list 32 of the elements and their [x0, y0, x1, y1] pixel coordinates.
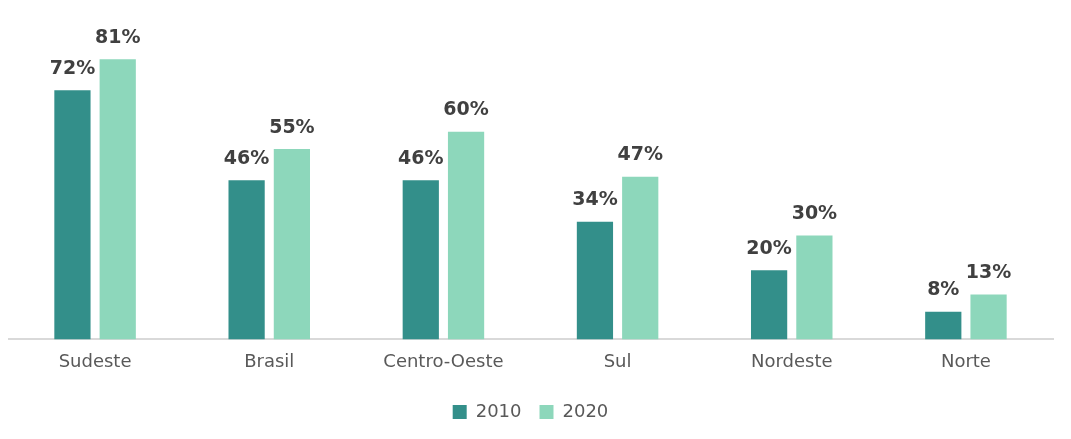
data-label: 46% — [398, 145, 444, 168]
legend-label: 2020 — [562, 399, 609, 421]
data-label: 72% — [49, 55, 96, 78]
bar — [576, 221, 614, 340]
x-tick-label: Centro-Oeste — [383, 349, 504, 371]
bar — [402, 180, 439, 340]
bar — [54, 90, 91, 340]
data-label: 34% — [572, 187, 618, 210]
bar — [970, 294, 1007, 340]
x-tick-label: Norte — [940, 349, 991, 371]
bar — [99, 59, 136, 340]
data-label: 81% — [94, 24, 141, 47]
x-tick-label: Brasil — [244, 349, 295, 371]
bar — [925, 311, 962, 340]
bar — [447, 131, 485, 340]
data-label: 20% — [746, 235, 792, 258]
x-tick-label: Sudeste — [58, 349, 132, 371]
x-tick-label: Nordeste — [750, 349, 833, 371]
bar — [622, 176, 659, 340]
data-label: 8% — [927, 277, 960, 300]
data-label: 55% — [269, 114, 315, 137]
bar — [751, 270, 788, 340]
data-label: 60% — [443, 97, 489, 120]
legend-label: 2010 — [475, 399, 522, 421]
data-label: 47% — [617, 142, 663, 165]
bar — [228, 180, 265, 340]
data-label: 13% — [965, 259, 1012, 282]
bar — [796, 235, 833, 340]
x-tick-label: Sul — [603, 349, 632, 371]
data-label: 46% — [223, 145, 270, 168]
data-label: 30% — [791, 201, 838, 224]
bar — [273, 149, 311, 340]
